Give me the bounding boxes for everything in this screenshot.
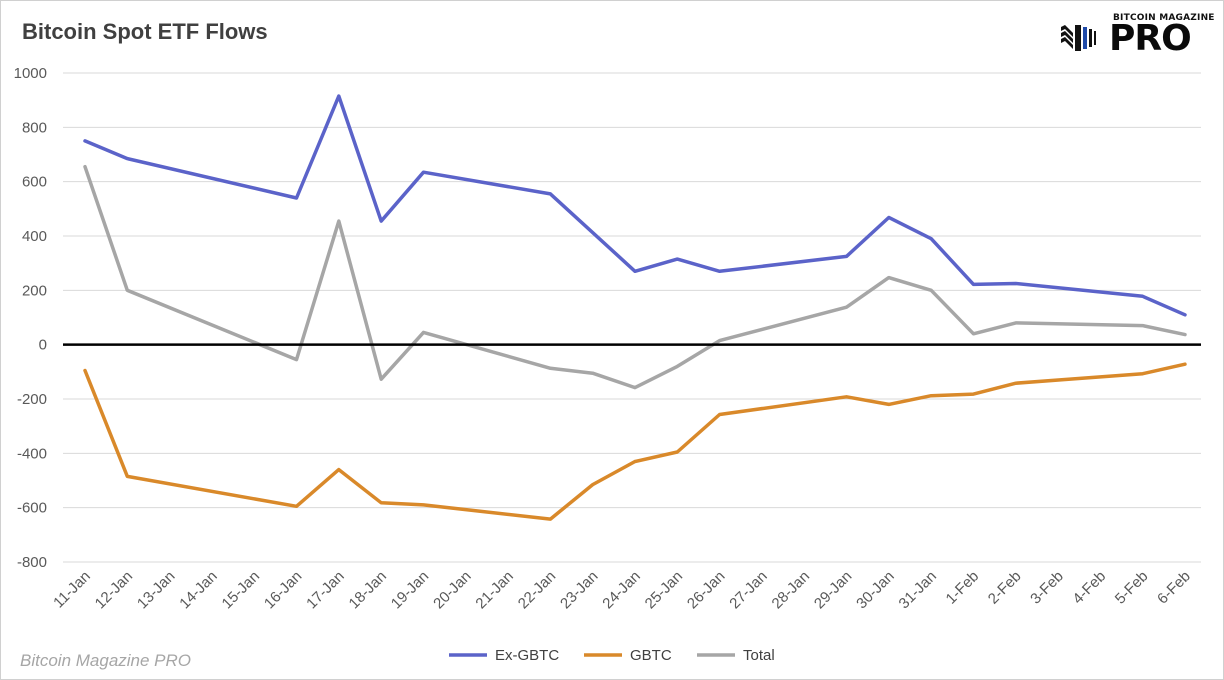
x-tick-label: 12-Jan (92, 568, 136, 612)
y-tick-label: 800 (22, 119, 47, 136)
y-tick-label: 200 (22, 282, 47, 299)
legend-label-total: Total (743, 647, 775, 664)
series-line-gbtc (83, 362, 1187, 521)
x-tick-label: 22-Jan (515, 568, 559, 612)
x-tick-label: 2-Feb (985, 568, 1025, 608)
logo-big-text: PRO (1109, 18, 1192, 59)
bitcoin-magazine-pro-logo: BITCOIN MAGAZINE PRO (1059, 13, 1214, 59)
y-tick-label: 0 (39, 337, 47, 354)
x-tick-label: 3-Feb (1027, 568, 1067, 608)
legend-label-ex-gbtc: Ex-GBTC (495, 647, 559, 664)
chart-title: Bitcoin Spot ETF Flows (22, 19, 268, 44)
logo-small-text: BITCOIN MAGAZINE (1113, 13, 1215, 23)
x-tick-label: 6-Feb (1154, 568, 1194, 608)
x-tick-label: 28-Jan (769, 568, 813, 612)
x-tick-label: 29-Jan (811, 568, 855, 612)
x-tick-label: 16-Jan (261, 568, 305, 612)
x-tick-label: 15-Jan (219, 568, 263, 612)
legend-label-gbtc: GBTC (630, 647, 672, 664)
series-line-total (83, 164, 1187, 390)
x-tick-label: 24-Jan (599, 568, 643, 612)
x-tick-label: 14-Jan (176, 568, 220, 612)
x-tick-label: 27-Jan (726, 568, 770, 612)
x-tick-label: 26-Jan (684, 568, 728, 612)
logo-mark-icon (1061, 25, 1096, 51)
x-tick-label: 25-Jan (642, 568, 686, 612)
x-tick-label: 5-Feb (1112, 568, 1152, 608)
y-tick-label: 600 (22, 174, 47, 191)
y-tick-label: -400 (17, 445, 47, 462)
x-tick-label: 30-Jan (853, 568, 897, 612)
x-tick-label: 31-Jan (896, 568, 940, 612)
x-tick-label: 19-Jan (388, 568, 432, 612)
y-tick-label: -200 (17, 391, 47, 408)
x-tick-label: 21-Jan (472, 568, 516, 612)
x-tick-label: 4-Feb (1069, 568, 1109, 608)
y-tick-label: -600 (17, 500, 47, 517)
x-tick-label: 1-Feb (943, 568, 983, 608)
x-tick-label: 23-Jan (557, 568, 601, 612)
x-tick-label: 17-Jan (303, 568, 347, 612)
y-tick-label: 400 (22, 228, 47, 245)
x-tick-label: 18-Jan (346, 568, 390, 612)
x-tick-label: 20-Jan (430, 568, 474, 612)
x-tick-label: 11-Jan (50, 568, 94, 612)
y-tick-label: 1000 (14, 65, 47, 82)
y-tick-label: -800 (17, 554, 47, 571)
footer-watermark: Bitcoin Magazine PRO (20, 651, 192, 670)
x-tick-label: 13-Jan (134, 568, 178, 612)
series-line-ex-gbtc (83, 94, 1187, 317)
